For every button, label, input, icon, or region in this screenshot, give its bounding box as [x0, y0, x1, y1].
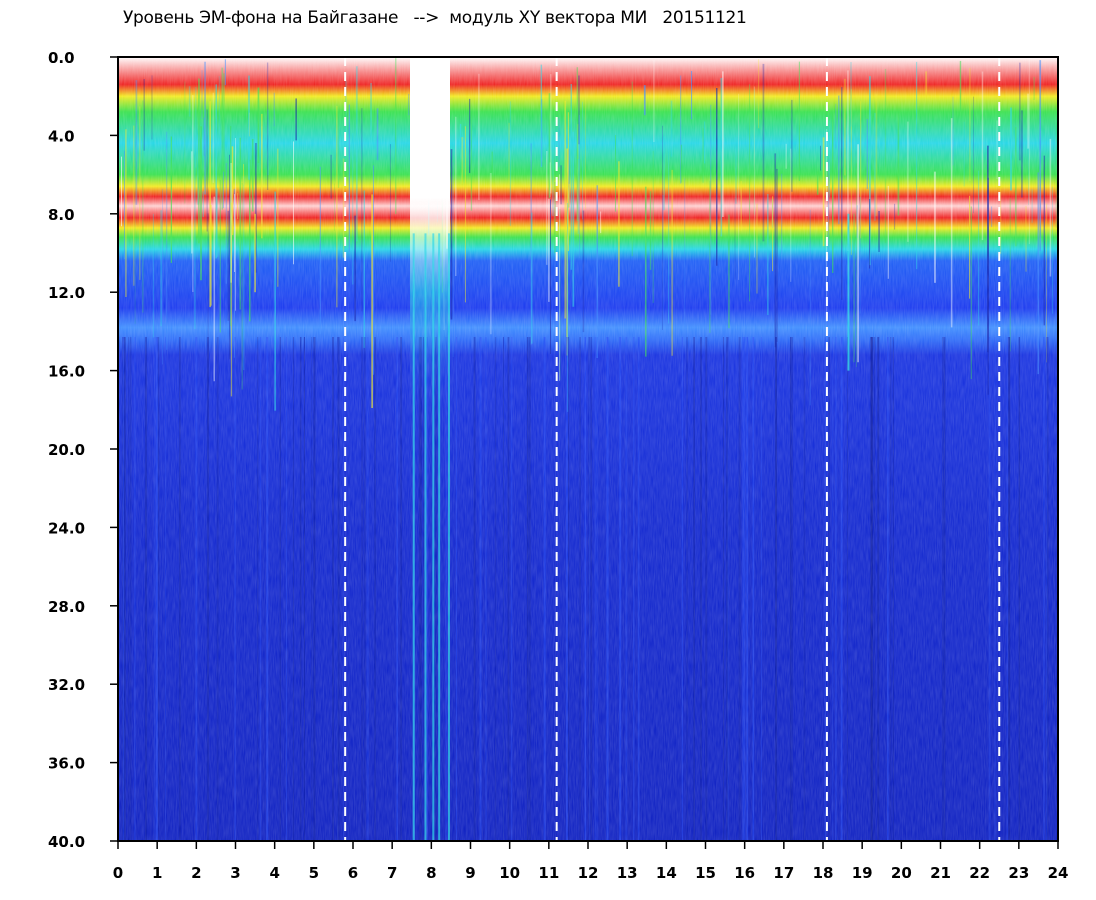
x-tick-label: 18: [813, 864, 834, 882]
x-tick-label: 17: [773, 864, 794, 882]
x-tick-label: 21: [930, 864, 951, 882]
plot-area: [118, 57, 1058, 841]
x-tick-label: 10: [499, 864, 520, 882]
x-tick-label: 3: [230, 864, 240, 882]
y-axis: 0.0 4.0 8.0 12.0 16.0 20.0 24.0 28.0 32.0 36.0 40.…: [48, 49, 118, 851]
x-tick-label: 16: [734, 864, 755, 882]
x-tick-label: 7: [387, 864, 397, 882]
x-tick-label: 9: [465, 864, 475, 882]
x-tick-label: 6: [348, 864, 358, 882]
x-tick-label: 4: [269, 864, 279, 882]
x-tick-label: 12: [578, 864, 599, 882]
x-tick-label: 15: [695, 864, 716, 882]
x-tick-label: 11: [538, 864, 559, 882]
x-tick-label: 24: [1048, 864, 1069, 882]
y-tick-label: 28.0: [48, 598, 85, 616]
x-tick-label: 22: [969, 864, 990, 882]
x-tick-label: 5: [309, 864, 319, 882]
y-tick-label: 16.0: [48, 363, 85, 381]
x-tick-label: 14: [656, 864, 677, 882]
x-tick-label: 8: [426, 864, 436, 882]
y-tick-label: 36.0: [48, 755, 85, 773]
x-tick-label: 1: [152, 864, 162, 882]
y-tick-label: 40.0: [48, 833, 85, 851]
x-tick-label: 23: [1008, 864, 1029, 882]
y-tick-label: 24.0: [48, 519, 85, 537]
x-axis: 0 1 2 3 4 5 6 7 8 9 10 11 12 13 14 15 16 17 18 19 20 21 22 23 24: [113, 841, 1069, 882]
chart-title: Уровень ЭМ-фона на Байгазане --> модуль …: [123, 8, 747, 28]
x-tick-label: 13: [617, 864, 638, 882]
heatmap-texture: [118, 57, 1058, 841]
x-tick-label: 20: [891, 864, 912, 882]
y-tick-label: 32.0: [48, 676, 85, 694]
x-tick-label: 0: [113, 864, 123, 882]
x-tick-label: 19: [852, 864, 873, 882]
y-tick-label: 12.0: [48, 284, 85, 302]
y-tick-label: 20.0: [48, 441, 85, 459]
y-tick-label: 8.0: [48, 206, 75, 224]
dashed-markers: [344, 57, 1001, 841]
y-tick-label: 0.0: [48, 49, 75, 67]
y-tick-label: 4.0: [48, 127, 75, 145]
x-tick-label: 2: [191, 864, 201, 882]
